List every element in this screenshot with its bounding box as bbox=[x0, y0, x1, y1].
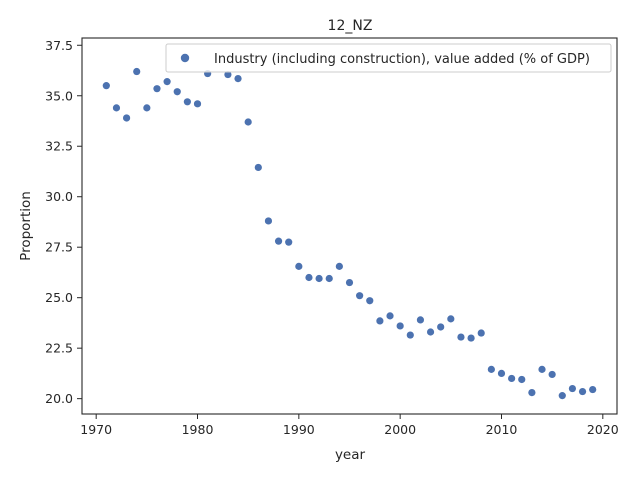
x-axis-label: year bbox=[335, 447, 366, 463]
data-point bbox=[376, 317, 384, 325]
data-point bbox=[508, 374, 516, 383]
data-point bbox=[254, 163, 262, 172]
y-tick-label: 22.5 bbox=[45, 341, 73, 356]
data-point bbox=[426, 328, 435, 336]
data-point bbox=[244, 118, 252, 126]
data-point bbox=[295, 262, 303, 270]
data-point bbox=[345, 278, 354, 287]
data-point bbox=[315, 274, 323, 283]
data-point bbox=[325, 274, 333, 283]
data-point bbox=[264, 217, 273, 225]
x-tick-label: 1970 bbox=[80, 422, 112, 437]
data-point bbox=[416, 316, 425, 324]
data-point bbox=[112, 104, 121, 112]
x-tick-label: 2010 bbox=[486, 422, 518, 437]
y-axis: 20.0 22.5 25.0 27.5 30.0 32.5 35.0 37.5 bbox=[45, 38, 82, 406]
legend-box bbox=[165, 43, 612, 73]
legend-marker bbox=[180, 53, 190, 63]
data-point bbox=[366, 297, 374, 305]
data-point bbox=[305, 273, 313, 282]
data-point bbox=[143, 104, 151, 112]
data-point bbox=[568, 384, 577, 393]
y-tick-label: 25.0 bbox=[45, 290, 73, 305]
data-point bbox=[477, 329, 485, 337]
data-point bbox=[528, 388, 536, 397]
data-point bbox=[457, 333, 465, 341]
data-point bbox=[487, 365, 495, 373]
legend: Industry (including construction), value… bbox=[165, 43, 612, 73]
data-point bbox=[447, 315, 455, 323]
data-point bbox=[396, 322, 404, 330]
x-tick-label: 1980 bbox=[182, 422, 214, 437]
data-point bbox=[386, 312, 394, 320]
x-axis: 1970 1980 1990 2000 2010 2020 bbox=[80, 414, 619, 437]
x-tick-label: 1990 bbox=[283, 422, 315, 437]
y-tick-label: 35.0 bbox=[45, 88, 73, 103]
data-point bbox=[589, 385, 597, 394]
data-point bbox=[193, 100, 202, 108]
y-axis-label: Proportion bbox=[18, 191, 34, 261]
data-point bbox=[102, 82, 110, 90]
data-point bbox=[548, 370, 556, 379]
data-point bbox=[173, 88, 181, 96]
data-point bbox=[122, 114, 131, 122]
data-point bbox=[234, 74, 242, 83]
data-point bbox=[497, 369, 506, 378]
legend-label: Industry (including construction), value… bbox=[214, 52, 590, 67]
y-tick-label: 37.5 bbox=[45, 38, 73, 53]
data-point bbox=[578, 387, 587, 396]
y-tick-label: 20.0 bbox=[45, 391, 73, 406]
data-point bbox=[558, 392, 566, 400]
plot-frame bbox=[81, 37, 618, 415]
data-point bbox=[133, 67, 141, 76]
y-tick-label: 32.5 bbox=[45, 139, 73, 154]
chart-title: 12_NZ bbox=[328, 18, 373, 34]
data-point bbox=[356, 292, 364, 300]
data-point bbox=[518, 375, 526, 384]
data-point bbox=[538, 365, 546, 373]
data-point bbox=[183, 98, 191, 106]
data-point bbox=[406, 331, 414, 339]
data-point bbox=[335, 262, 343, 270]
data-point bbox=[224, 70, 232, 79]
data-point bbox=[467, 334, 475, 342]
data-points bbox=[102, 67, 597, 400]
data-point bbox=[163, 78, 171, 86]
x-tick-label: 2020 bbox=[587, 422, 619, 437]
y-tick-label: 30.0 bbox=[45, 189, 73, 204]
data-point bbox=[153, 85, 161, 93]
data-point bbox=[437, 323, 445, 331]
data-point bbox=[274, 237, 283, 245]
data-point bbox=[285, 238, 293, 246]
y-tick-label: 27.5 bbox=[45, 240, 73, 255]
x-tick-label: 2000 bbox=[384, 422, 416, 437]
